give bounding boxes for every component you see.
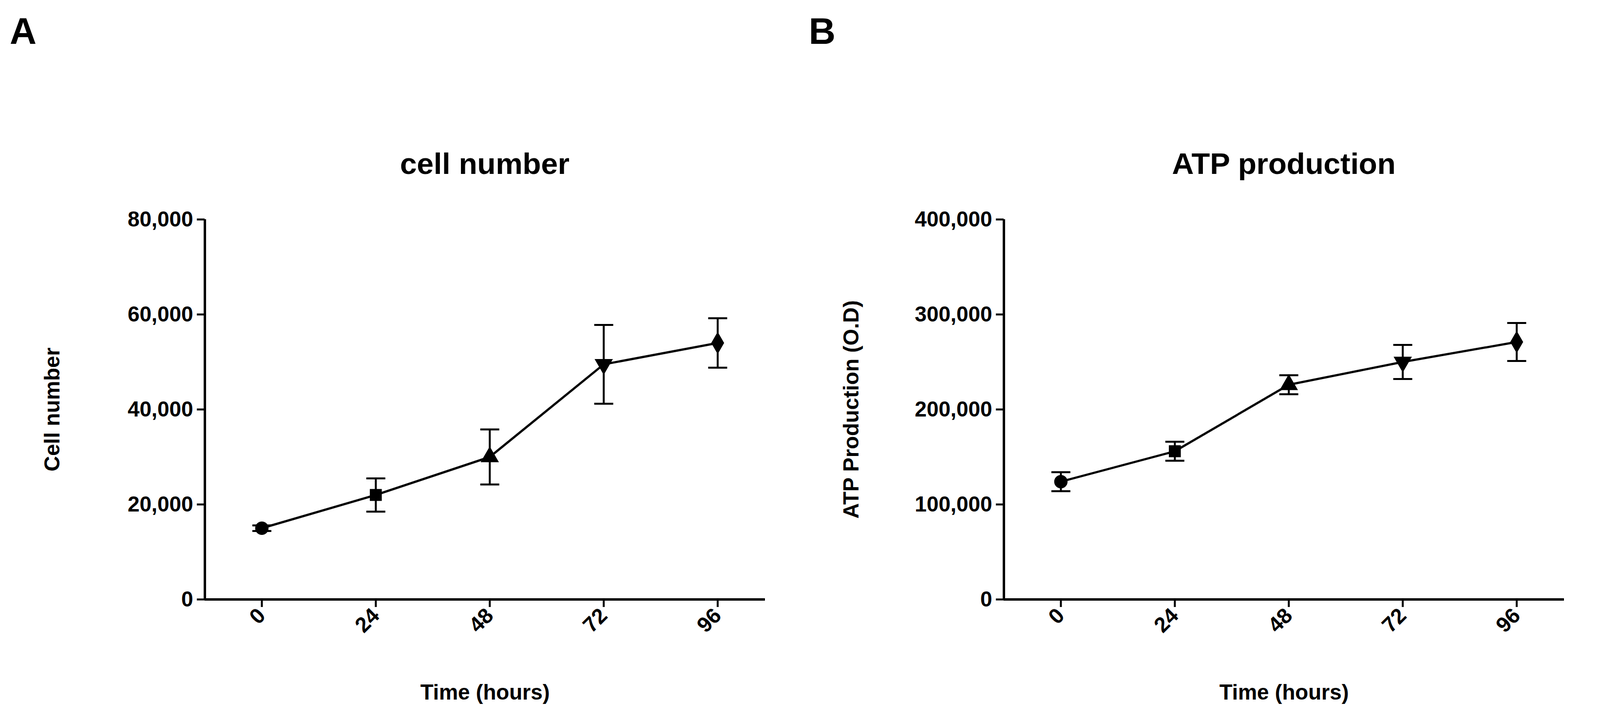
svg-text:40,000: 40,000	[127, 397, 194, 421]
html-text:A: A	[9, 10, 37, 52]
svg-text:96: 96	[1490, 603, 1525, 637]
svg-text:0: 0	[244, 603, 270, 629]
svg-text:0: 0	[181, 587, 193, 611]
svg-text:96: 96	[691, 603, 726, 637]
svg-text:48: 48	[463, 603, 498, 637]
svg-text:72: 72	[1376, 603, 1411, 637]
svg-text:72: 72	[577, 603, 612, 637]
svg-text:0: 0	[980, 587, 992, 611]
svg-text:80,000: 80,000	[127, 207, 194, 231]
svg-text:ATP Production (O.D): ATP Production (O.D)	[838, 300, 863, 519]
svg-text:24: 24	[1148, 603, 1183, 638]
html-text:B: B	[808, 10, 836, 52]
svg-text:Time (hours): Time (hours)	[1219, 680, 1350, 705]
html-text:cell number: cell number	[400, 146, 570, 181]
svg-text:Time (hours): Time (hours)	[420, 680, 551, 705]
svg-text:0: 0	[1043, 603, 1069, 629]
svg-text:200,000: 200,000	[914, 397, 992, 421]
svg-text:20,000: 20,000	[127, 492, 194, 516]
svg-text:24: 24	[349, 603, 384, 638]
svg-text:48: 48	[1262, 603, 1297, 637]
svg-text:400,000: 400,000	[914, 207, 992, 231]
svg-text:300,000: 300,000	[914, 302, 992, 326]
html-text:ATP production: ATP production	[1171, 146, 1396, 181]
svg-text:Cell number: Cell number	[39, 347, 64, 472]
svg-text:100,000: 100,000	[914, 492, 992, 516]
svg-text:60,000: 60,000	[127, 302, 194, 326]
